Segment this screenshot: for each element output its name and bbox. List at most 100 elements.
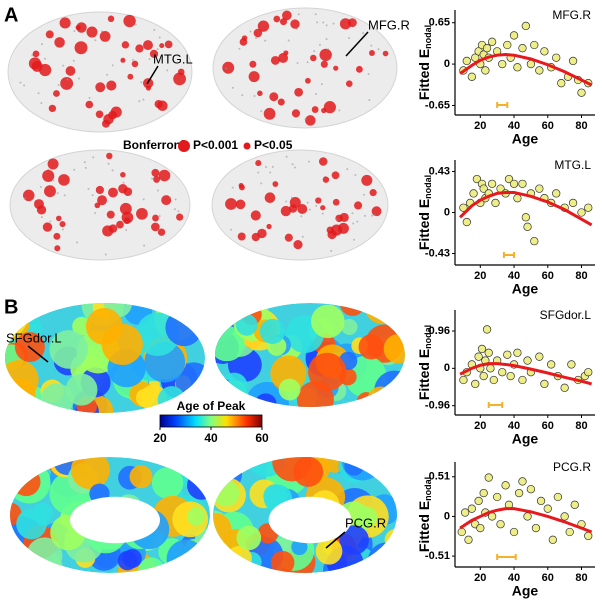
region-node (337, 222, 349, 234)
region-node (151, 168, 160, 177)
surface-patch (380, 549, 397, 573)
scatter-chart: MTG.L 0.43 0 -0.43 20 40 60 80 Age Fitted Enodal (416, 158, 595, 297)
region-node (311, 106, 319, 113)
panel-label: A (4, 4, 18, 26)
surface-patch (293, 457, 324, 487)
region-node (361, 174, 373, 186)
region-node (308, 208, 311, 211)
region-node (331, 171, 340, 180)
region-node (59, 221, 66, 228)
region-node (368, 99, 371, 102)
region-node (301, 235, 304, 238)
data-point (523, 222, 532, 231)
x-tick-label: 80 (575, 420, 587, 432)
data-point (493, 492, 502, 502)
region-node (279, 18, 288, 26)
region-node (106, 80, 117, 91)
data-point (459, 203, 468, 212)
surface-patch (49, 330, 89, 369)
region-node (304, 118, 307, 121)
region-node (32, 50, 40, 58)
region-node (305, 77, 311, 84)
region-node (107, 15, 115, 23)
data-point (467, 72, 477, 81)
region-node (287, 39, 290, 42)
region-node (153, 28, 156, 31)
data-point (577, 208, 586, 217)
surface-patch (101, 323, 143, 366)
data-point (546, 360, 556, 369)
region-node (156, 189, 159, 192)
data-point (530, 40, 539, 50)
region-node (260, 182, 263, 185)
region-node (94, 211, 97, 214)
region-node (315, 92, 318, 95)
region-node (111, 169, 114, 172)
chart-title: MTG.L (554, 158, 591, 172)
surface-patch (65, 373, 98, 406)
surface-patch (151, 467, 184, 499)
y-axis-label-main: Fitted E (416, 49, 432, 100)
region-node (42, 169, 55, 182)
region-node (63, 194, 66, 197)
data-point (462, 56, 471, 66)
colorbar-tick-label: 20 (153, 431, 167, 445)
region-node (134, 23, 137, 26)
region-node (123, 14, 136, 28)
region-node (158, 215, 161, 218)
region-node (345, 80, 353, 87)
x-tick-label: 40 (508, 270, 520, 282)
region-node (373, 214, 376, 217)
region-node (156, 48, 159, 51)
region-node (293, 166, 296, 169)
y-tick-label: 0.96 (429, 325, 450, 337)
x-tick-label: 80 (575, 572, 587, 584)
surface-patch (263, 484, 288, 509)
region-node (54, 37, 65, 48)
data-point (503, 40, 512, 50)
region-node (177, 210, 180, 213)
region-node (310, 54, 317, 62)
surface-patch (315, 537, 343, 565)
region-node (277, 98, 285, 106)
surface-patch (367, 386, 393, 407)
region-node (92, 156, 95, 159)
region-node (48, 104, 57, 113)
data-point (506, 371, 515, 381)
region-node (263, 107, 276, 120)
region-node (335, 218, 338, 221)
region-node (320, 205, 326, 211)
y-axis-label-main: Fitted E (416, 349, 432, 400)
region-node (153, 175, 161, 183)
surface-patch (16, 508, 47, 540)
scatter-chart: MFG.R 0.65 0 -0.65 20 40 60 80 Age Fitted Enodal (416, 8, 595, 147)
region-node (382, 50, 389, 57)
data-point (509, 31, 519, 40)
region-node (72, 59, 75, 62)
legend-marker (243, 142, 251, 150)
region-node (43, 57, 46, 60)
surface-patch (356, 392, 376, 407)
region-node (83, 161, 86, 164)
data-point (457, 527, 466, 537)
chart-title: PCG.R (553, 460, 591, 474)
x-tick-label: 40 (508, 120, 520, 132)
data-point (481, 66, 490, 75)
y-axis-label-sub: nodal (423, 25, 433, 49)
y-axis-label-sub: nodal (423, 325, 433, 349)
surface-patch (384, 528, 397, 552)
region-node (176, 213, 184, 221)
region-node (230, 228, 233, 231)
region-node (269, 171, 272, 174)
data-point (518, 375, 527, 385)
surface-patch (374, 370, 405, 407)
x-tick-label: 80 (575, 120, 587, 132)
region-node (354, 174, 357, 177)
region-node (41, 43, 44, 46)
region-node (290, 196, 293, 199)
region-node (39, 186, 42, 189)
region-node (280, 205, 292, 217)
region-node (159, 43, 165, 49)
region-node (73, 29, 76, 32)
